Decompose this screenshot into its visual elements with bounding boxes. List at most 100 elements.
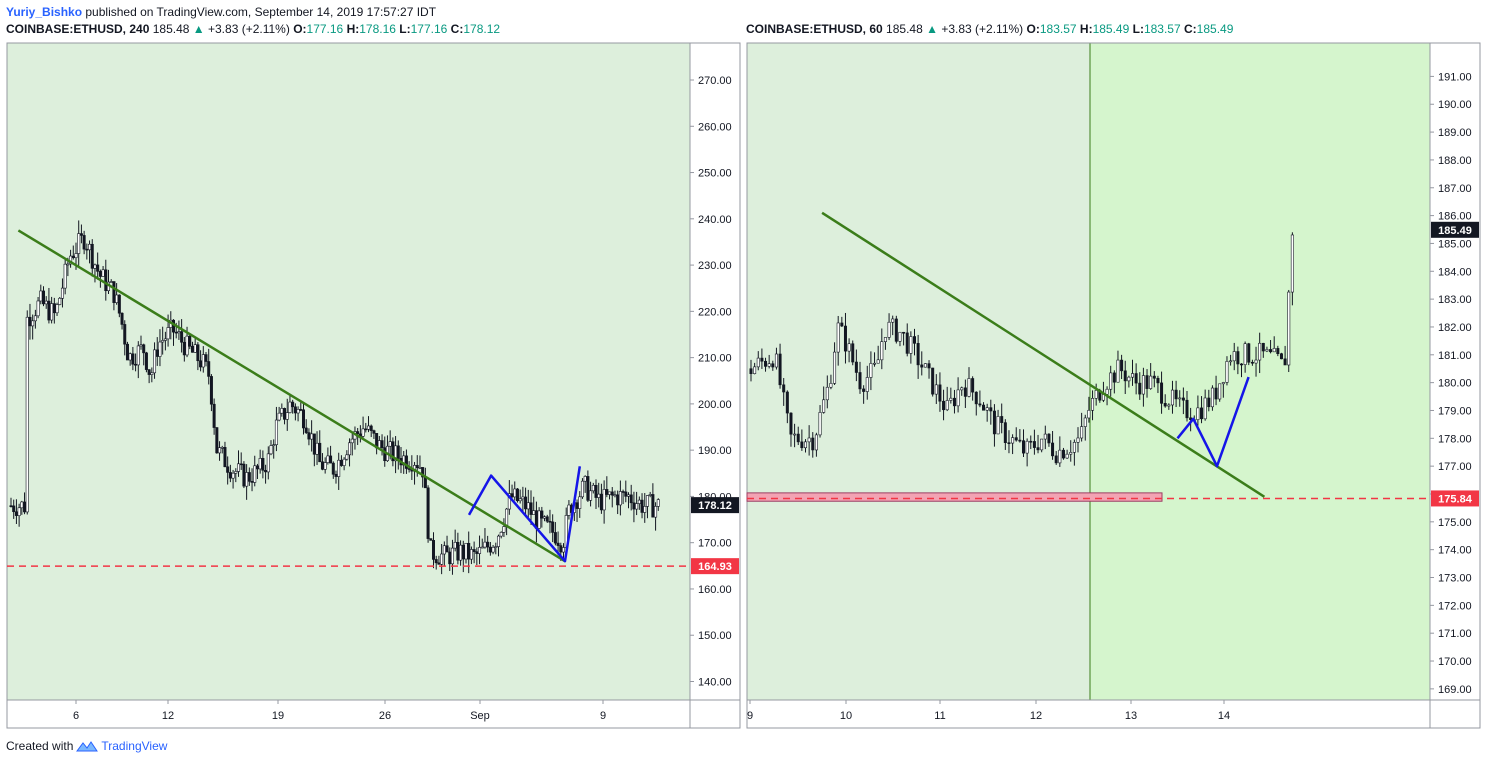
chart1-candle-body (196, 344, 200, 362)
chart1-candle-body (518, 498, 522, 502)
chart1-candle-body (472, 549, 476, 552)
chart1-candle-body (277, 412, 281, 421)
chart1-candle-body (250, 481, 254, 483)
chart1-candle-body (109, 281, 113, 283)
chart2-candle-body (967, 378, 971, 397)
chart1-candle-body (632, 502, 636, 510)
chart1-open: 177.16 (306, 22, 344, 36)
chart1-candle-body (635, 503, 639, 510)
chart2-candle-body (1076, 437, 1080, 443)
chart2-candle-body (1156, 377, 1160, 384)
chart1-candle-body (77, 233, 81, 254)
chart2-candle-body (1029, 440, 1033, 443)
chart2-x-tick-label-1: 10 (840, 710, 852, 722)
chart2-y-tick-label-18: 173.00 (1438, 573, 1472, 585)
chart2-candle-body (869, 363, 873, 378)
created-with-text: Created with (6, 739, 74, 753)
chart1-candle-body (613, 494, 617, 497)
chart1-candle-body (52, 303, 56, 314)
chart2-candle-body (1203, 397, 1207, 420)
chart1-candle-body (461, 544, 465, 560)
chart1-candle-body (320, 461, 324, 470)
chart2-candle-body (764, 360, 768, 367)
chart1-candle-body (63, 263, 67, 289)
chart2-candle-body (916, 343, 920, 366)
chart1-candle-body (545, 516, 549, 522)
chart1-candle-body (315, 442, 319, 455)
chart2-support-badge-label: 175.84 (1438, 493, 1473, 505)
chart2-candle-body (1229, 360, 1233, 363)
chart1-candle-body (33, 315, 37, 322)
chart1-candle-body (291, 401, 295, 408)
chart1-x-tick-label-1: 12 (162, 710, 174, 722)
chart1-candle-body (445, 545, 449, 553)
chart1-y-tick-label-5: 220.00 (698, 306, 732, 318)
chart2-candle-body (1120, 359, 1124, 372)
chart1-candle-body (93, 264, 97, 269)
chart1-candle-body (502, 526, 506, 533)
chart1-high: 178.16 (359, 22, 396, 36)
chart1-candle-body (331, 462, 335, 475)
tradingview-brand[interactable]: TradingView (101, 739, 168, 753)
chart2-candle-body (927, 363, 931, 369)
chart1-candle-body (223, 447, 227, 468)
chart1-candle-body (242, 463, 246, 487)
chart1-candle-body (307, 432, 311, 440)
chart2-close: 185.49 (1196, 22, 1234, 36)
chart1-candle-body (264, 470, 268, 473)
chart1-candle-body (55, 304, 59, 314)
chart1-y-tick-label-10: 170.00 (698, 538, 732, 550)
chart2-candle-body (1167, 404, 1171, 407)
chart1-candle-body (337, 459, 341, 477)
chart2-candle-body (829, 383, 833, 388)
publish-info: published on TradingView.com, September … (85, 5, 437, 19)
chart2-candle-body (1240, 363, 1244, 366)
chart1-support-badge (691, 558, 739, 575)
chart1-pattern-line-0 (467, 466, 582, 563)
chart2-candle-body (1014, 437, 1018, 441)
chart2-candle-body (1200, 407, 1204, 420)
chart2-candle-body (814, 434, 818, 451)
chart2-candle-body (1134, 373, 1138, 384)
chart2-candle-body (1279, 353, 1283, 360)
chart1-candle-body (464, 542, 468, 560)
chart1-candle-body (90, 243, 94, 269)
chart1-candle-body (85, 248, 89, 251)
chart2-candle-body (876, 359, 880, 364)
chart2-y-tick-label-13: 178.00 (1438, 433, 1472, 445)
chart1-symbol[interactable]: COINBASE:ETHUSD (6, 22, 123, 36)
chart2-y-tick-label-10: 181.00 (1438, 350, 1472, 362)
chart1-candle-body (404, 455, 408, 469)
chart1-candle-body (448, 551, 452, 565)
chart1-candle-body (513, 488, 517, 498)
chart1-candle-body (261, 458, 265, 471)
chart1-candle-body (212, 403, 216, 428)
chart1-candle-body (551, 521, 555, 533)
chart1-candle-body (304, 427, 308, 433)
chart2-candle-body (854, 361, 858, 373)
chart1-candle-body (182, 341, 186, 356)
chart1-candle-body (190, 345, 194, 353)
chart1-candle-body (656, 499, 660, 507)
chart1-candle-body (312, 433, 316, 455)
chart1-candle-body (193, 344, 197, 353)
chart1-candle-body (255, 465, 259, 470)
chart1-candle-body (144, 352, 148, 370)
chart1-candle-body (616, 494, 620, 506)
chart1-candle-body (131, 353, 135, 365)
chart1-support-badge-label: 164.93 (698, 561, 732, 573)
chart1-candle-body (361, 428, 365, 437)
chart1-candle-body (329, 455, 333, 464)
chart2-candle-body (1221, 382, 1225, 385)
chart2-candle-body (865, 377, 869, 392)
chart1-candle-body (610, 491, 614, 496)
chart2-candle-body (825, 386, 829, 401)
chart1-candle-body (188, 335, 192, 347)
chart1-candle-body (163, 338, 167, 341)
chart2-candle-body (894, 318, 898, 342)
chart2-candle-body (1094, 390, 1098, 399)
chart1-candle-body (245, 472, 249, 487)
author-link[interactable]: Yuriy_Bishko (6, 5, 83, 19)
chart2-symbol[interactable]: COINBASE:ETHUSD (746, 22, 863, 36)
